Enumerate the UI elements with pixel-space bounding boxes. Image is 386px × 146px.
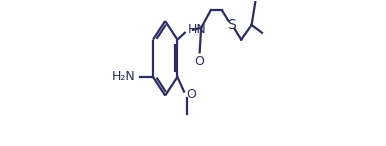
Text: S: S [227, 18, 236, 32]
Text: O: O [186, 88, 196, 101]
Text: O: O [194, 55, 204, 68]
Text: H₂N: H₂N [112, 70, 135, 83]
Text: HN: HN [188, 23, 207, 36]
